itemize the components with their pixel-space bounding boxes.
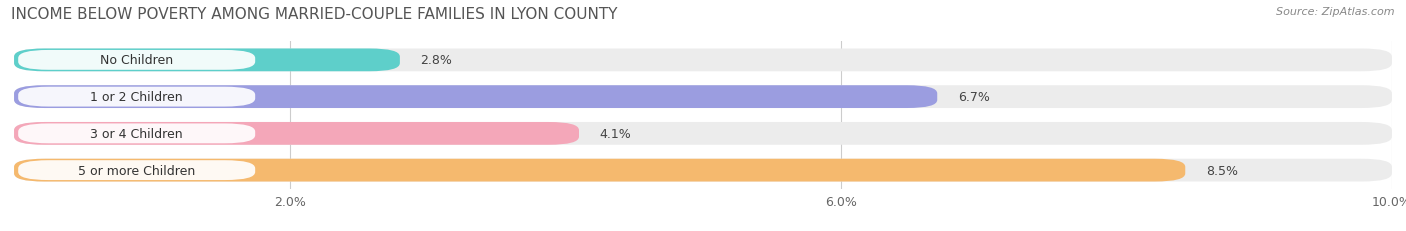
FancyBboxPatch shape — [14, 86, 938, 109]
Text: 2.8%: 2.8% — [420, 54, 453, 67]
FancyBboxPatch shape — [18, 51, 256, 70]
Text: 6.7%: 6.7% — [957, 91, 990, 104]
Text: 1 or 2 Children: 1 or 2 Children — [90, 91, 183, 104]
Text: 3 or 4 Children: 3 or 4 Children — [90, 127, 183, 140]
Text: 4.1%: 4.1% — [599, 127, 631, 140]
FancyBboxPatch shape — [18, 124, 256, 144]
Text: 5 or more Children: 5 or more Children — [79, 164, 195, 177]
FancyBboxPatch shape — [14, 159, 1392, 182]
Text: Source: ZipAtlas.com: Source: ZipAtlas.com — [1277, 7, 1395, 17]
FancyBboxPatch shape — [14, 122, 579, 145]
Text: INCOME BELOW POVERTY AMONG MARRIED-COUPLE FAMILIES IN LYON COUNTY: INCOME BELOW POVERTY AMONG MARRIED-COUPL… — [11, 7, 617, 22]
Text: No Children: No Children — [100, 54, 173, 67]
FancyBboxPatch shape — [14, 49, 1392, 72]
FancyBboxPatch shape — [18, 87, 256, 107]
FancyBboxPatch shape — [14, 86, 1392, 109]
FancyBboxPatch shape — [18, 161, 256, 180]
Text: 8.5%: 8.5% — [1206, 164, 1237, 177]
FancyBboxPatch shape — [14, 159, 1185, 182]
FancyBboxPatch shape — [14, 49, 399, 72]
FancyBboxPatch shape — [14, 122, 1392, 145]
